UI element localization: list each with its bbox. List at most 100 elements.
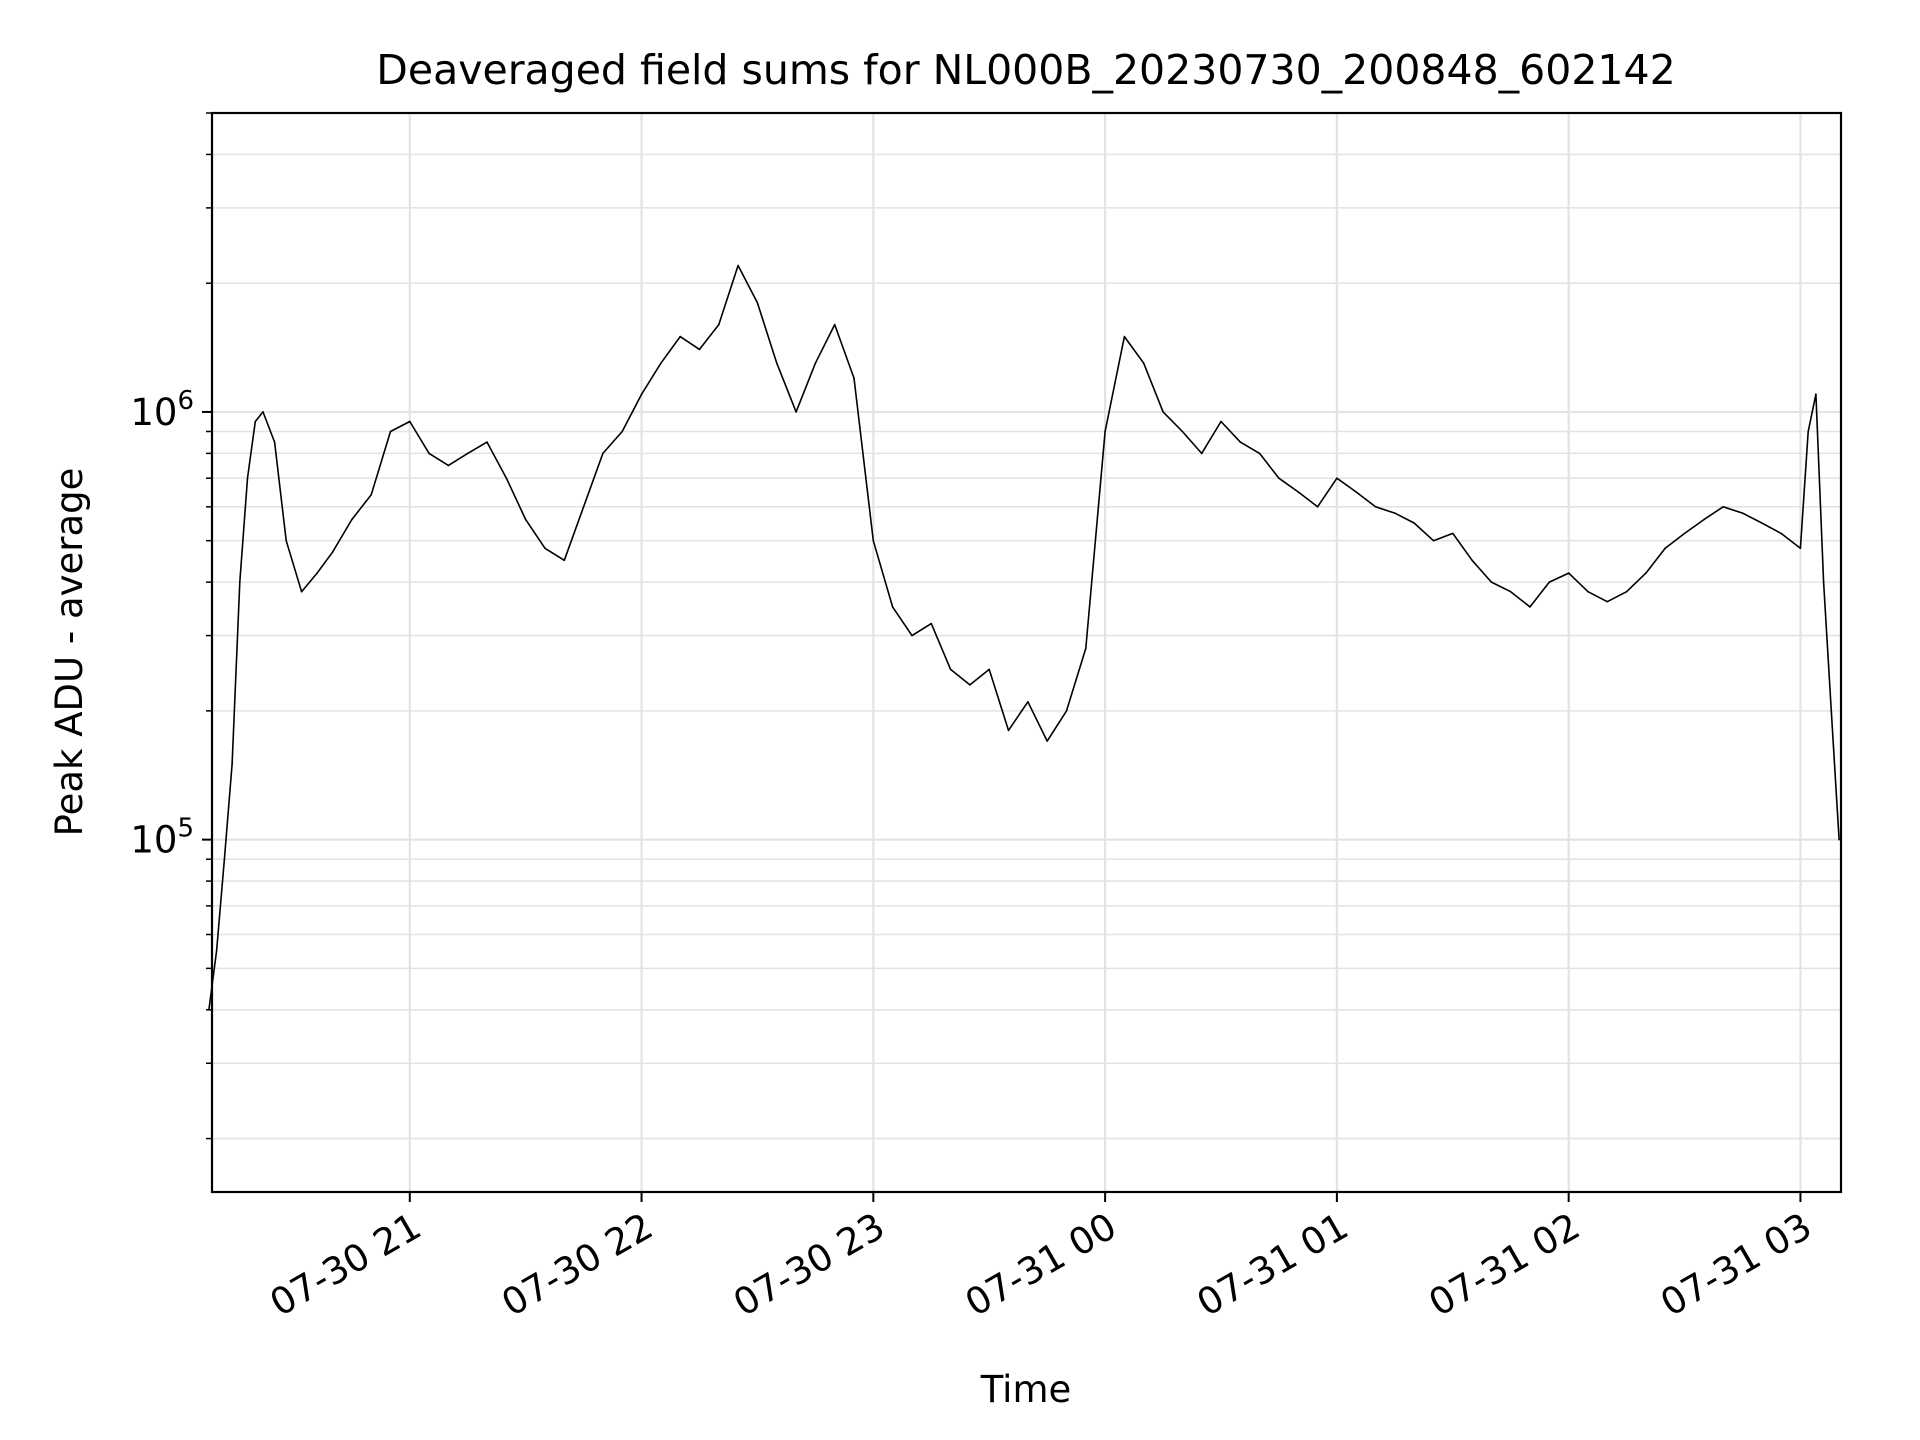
data-point — [246, 477, 249, 480]
data-point — [1239, 441, 1242, 443]
y-tick-label: 106 — [130, 386, 194, 434]
data-point — [1529, 606, 1531, 608]
data-point — [969, 684, 971, 686]
data-point — [1123, 335, 1126, 338]
data-point — [389, 430, 392, 433]
data-point — [351, 518, 353, 521]
data-point — [1815, 393, 1817, 396]
data-point — [582, 506, 585, 508]
data-point — [300, 590, 303, 593]
data-point — [1625, 590, 1628, 593]
data-point — [1703, 518, 1705, 521]
x-axis-label: Time — [980, 1368, 1072, 1411]
data-point — [1432, 539, 1435, 542]
data-point — [1838, 838, 1840, 841]
data-point — [640, 393, 643, 396]
series-line — [208, 264, 1840, 1010]
data-point — [1567, 572, 1570, 574]
data-point — [1683, 532, 1686, 535]
y-tick-base: 10 — [130, 391, 177, 434]
data-point — [1374, 506, 1377, 508]
data-point — [853, 377, 855, 379]
data-point — [428, 452, 430, 455]
y-tick-base: 10 — [130, 819, 177, 862]
data-point — [988, 668, 990, 671]
data-point — [1142, 362, 1145, 365]
data-point — [949, 668, 952, 671]
data-point — [1316, 506, 1319, 508]
data-point — [776, 362, 778, 365]
data-point — [466, 452, 469, 455]
data-point — [1297, 491, 1300, 493]
data-point — [409, 420, 411, 423]
data-point — [370, 494, 373, 496]
data-point — [1258, 452, 1261, 455]
grid-lines — [212, 112, 1841, 1192]
data-point — [1027, 701, 1029, 703]
data-point — [833, 323, 836, 326]
data-point — [679, 335, 681, 338]
data-point — [795, 411, 797, 413]
data-point — [1336, 477, 1338, 480]
data-point — [1822, 581, 1825, 583]
data-point — [602, 452, 604, 455]
chart-title: Deaveraged field sums for NL000B_2023073… — [376, 46, 1675, 94]
data-point — [1799, 547, 1802, 550]
data-point — [1413, 522, 1415, 524]
data-point — [486, 441, 488, 443]
data-point — [1587, 590, 1589, 593]
data-point — [1220, 420, 1222, 423]
y-axis-label: Peak ADU - average — [48, 468, 91, 837]
data-point — [285, 539, 288, 542]
data-point — [1722, 506, 1724, 508]
series-layer — [208, 264, 1840, 1011]
data-point — [215, 949, 218, 952]
data-point — [524, 518, 527, 521]
data-point — [1085, 647, 1087, 650]
data-point — [660, 362, 662, 365]
data-point — [447, 464, 450, 467]
data-point — [1780, 532, 1782, 535]
data-point — [1807, 430, 1809, 433]
data-point — [1509, 590, 1512, 593]
data-point — [1606, 600, 1609, 603]
data-point — [1471, 559, 1473, 562]
data-point — [1046, 740, 1048, 742]
plot-frame — [210, 111, 1843, 1194]
data-point — [1490, 581, 1493, 583]
data-point — [316, 572, 318, 574]
y-tick-exponent: 6 — [177, 386, 194, 416]
data-point — [1181, 430, 1184, 433]
data-point — [544, 547, 546, 550]
data-point — [930, 622, 933, 625]
data-point — [756, 302, 759, 304]
data-point — [505, 477, 508, 480]
data-point — [1741, 512, 1744, 514]
data-point — [239, 581, 241, 583]
data-point — [1645, 572, 1647, 574]
data-point — [872, 539, 875, 542]
data-point — [911, 634, 913, 637]
data-point — [1162, 411, 1164, 413]
data-point — [1761, 522, 1763, 524]
data-point — [737, 264, 739, 267]
data-point — [621, 430, 623, 433]
data-point — [254, 420, 257, 423]
data-point — [1065, 710, 1068, 712]
data-point — [891, 606, 894, 608]
data-point — [1278, 477, 1280, 480]
data-point — [563, 559, 566, 562]
data-point — [718, 323, 720, 326]
data-point — [1200, 452, 1203, 455]
data-point — [1830, 710, 1833, 712]
data-point — [231, 763, 233, 766]
data-point — [1664, 547, 1666, 550]
data-point — [1104, 430, 1106, 433]
data-point — [1355, 491, 1357, 493]
data-point — [223, 858, 226, 860]
data-point — [698, 348, 701, 351]
data-point — [273, 441, 276, 443]
data-point — [1007, 729, 1010, 732]
